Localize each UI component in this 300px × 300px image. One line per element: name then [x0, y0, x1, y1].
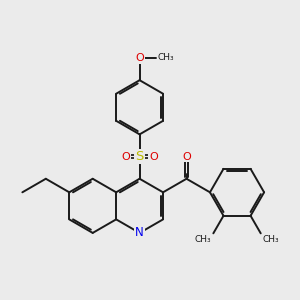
Text: CH₃: CH₃ — [263, 235, 280, 244]
Text: S: S — [135, 150, 144, 163]
Text: CH₃: CH₃ — [157, 53, 174, 62]
Text: O: O — [182, 152, 191, 162]
Text: CH₃: CH₃ — [194, 235, 211, 244]
Text: O: O — [149, 152, 158, 162]
Text: N: N — [135, 226, 144, 239]
Text: O: O — [121, 152, 130, 162]
Text: O: O — [135, 53, 144, 63]
